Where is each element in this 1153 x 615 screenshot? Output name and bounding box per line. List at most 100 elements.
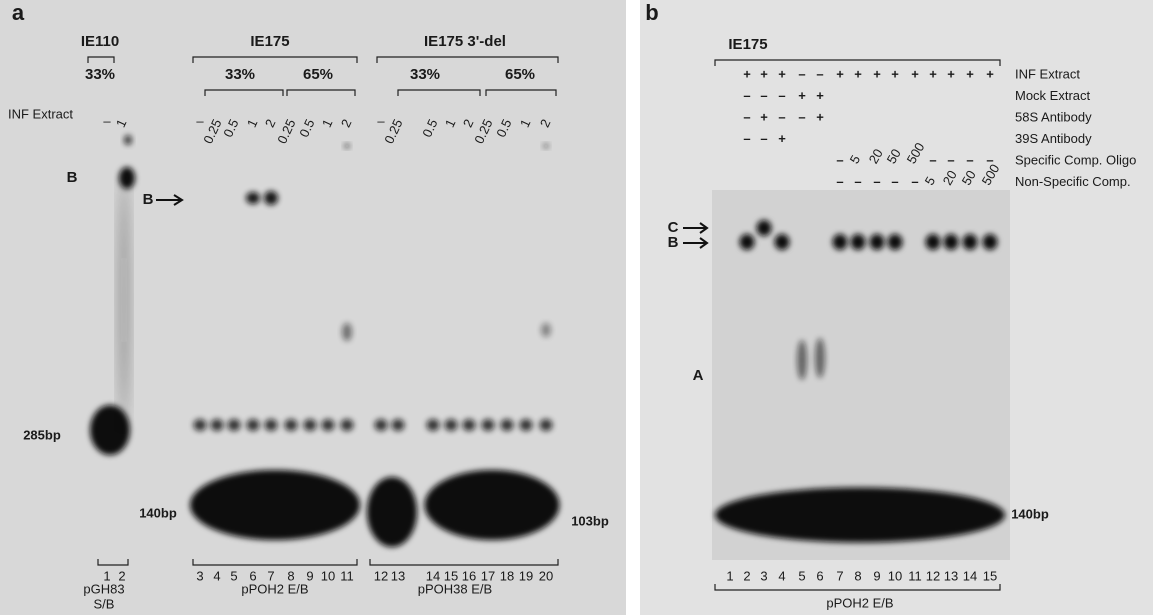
- condition-mark: +: [816, 88, 824, 103]
- band: [341, 419, 354, 431]
- condition-mark: –: [760, 88, 767, 103]
- lane-number: 12: [926, 568, 940, 583]
- condition-mark: +: [854, 66, 862, 81]
- row-label: Specific Comp. Oligo: [1015, 152, 1136, 167]
- band: [715, 488, 1005, 543]
- band: [445, 419, 458, 431]
- band: [367, 477, 417, 547]
- band: [870, 234, 885, 250]
- condition-mark: +: [929, 66, 937, 81]
- condition-mark: +: [891, 66, 899, 81]
- percentage: 65%: [505, 66, 535, 83]
- band: [246, 192, 260, 204]
- condition-mark: –: [891, 174, 898, 189]
- amount: –: [196, 113, 204, 128]
- band: [740, 234, 755, 250]
- band: [463, 419, 476, 431]
- band: [520, 419, 533, 431]
- lane-number: 20: [539, 568, 553, 583]
- size-marker: 285bp: [23, 427, 61, 442]
- band: [247, 419, 260, 431]
- percentage: 65%: [303, 66, 333, 83]
- percentage: 33%: [85, 66, 115, 83]
- lane-number: 5: [798, 568, 805, 583]
- condition-mark: +: [743, 66, 751, 81]
- band: [264, 191, 278, 205]
- condition-mark: –: [947, 152, 954, 167]
- band: [543, 144, 549, 149]
- band: [124, 135, 132, 145]
- band: [501, 419, 514, 431]
- lane-number: 14: [963, 568, 977, 583]
- condition-mark: +: [816, 109, 824, 124]
- condition-mark: –: [966, 152, 973, 167]
- group-header: IE175: [728, 36, 767, 53]
- band: [482, 419, 495, 431]
- lane-number: 6: [816, 568, 823, 583]
- condition-mark: +: [966, 66, 974, 81]
- lane-number: 13: [944, 568, 958, 583]
- plasmid: pPOH2 E/B: [241, 581, 308, 596]
- row-label: INF Extract: [1015, 66, 1080, 81]
- condition-mark: +: [986, 66, 994, 81]
- condition-mark: –: [743, 109, 750, 124]
- condition-mark: +: [836, 66, 844, 81]
- band: [375, 419, 388, 431]
- band: [757, 220, 772, 236]
- condition-mark: +: [798, 88, 806, 103]
- condition-mark: +: [760, 66, 768, 81]
- condition-mark: +: [778, 66, 786, 81]
- condition-mark: –: [798, 66, 805, 81]
- band: [851, 234, 866, 250]
- lane-number: 11: [908, 568, 922, 583]
- band: [944, 234, 959, 250]
- condition-mark: –: [778, 88, 785, 103]
- band: [963, 234, 978, 250]
- condition-mark: –: [760, 131, 767, 146]
- condition-mark: –: [798, 109, 805, 124]
- amount: –: [103, 113, 111, 128]
- band: [541, 323, 551, 337]
- condition-mark: +: [947, 66, 955, 81]
- band: [322, 419, 335, 431]
- lane-number: 3: [760, 568, 767, 583]
- size-marker: 140bp: [139, 505, 177, 520]
- band: [304, 419, 317, 431]
- panel-label: b: [645, 0, 658, 25]
- group-header: IE175 3'-del: [424, 33, 506, 50]
- percentage: 33%: [225, 66, 255, 83]
- band-label: B: [67, 169, 78, 186]
- band: [425, 470, 560, 540]
- condition-mark: –: [873, 174, 880, 189]
- condition-mark: –: [743, 88, 750, 103]
- condition-mark: –: [836, 152, 843, 167]
- band: [926, 234, 941, 250]
- band: [119, 175, 129, 425]
- panel-label: a: [12, 0, 25, 25]
- band: [342, 323, 352, 341]
- lane-number: 15: [983, 568, 997, 583]
- plasmid: pPOH38 E/B: [418, 581, 492, 596]
- band: [190, 470, 360, 540]
- condition-mark: –: [836, 174, 843, 189]
- band: [285, 419, 298, 431]
- band: [888, 234, 903, 250]
- condition-mark: –: [816, 66, 823, 81]
- band: [194, 419, 207, 431]
- band-label: A: [693, 367, 704, 384]
- plasmid: pGH83: [83, 581, 124, 596]
- condition-mark: +: [873, 66, 881, 81]
- condition-mark: –: [778, 109, 785, 124]
- condition-mark: +: [778, 131, 786, 146]
- lane-number: 13: [391, 568, 405, 583]
- condition-mark: –: [854, 174, 861, 189]
- condition-mark: –: [929, 152, 936, 167]
- band-label: B: [143, 191, 154, 208]
- row-label: INF Extract: [8, 106, 73, 121]
- band: [983, 234, 998, 250]
- lane-number: 7: [836, 568, 843, 583]
- size-marker: 103bp: [571, 513, 609, 528]
- condition-mark: –: [911, 174, 918, 189]
- row-label: 39S Antibody: [1015, 131, 1092, 146]
- group-header: IE110: [81, 33, 119, 50]
